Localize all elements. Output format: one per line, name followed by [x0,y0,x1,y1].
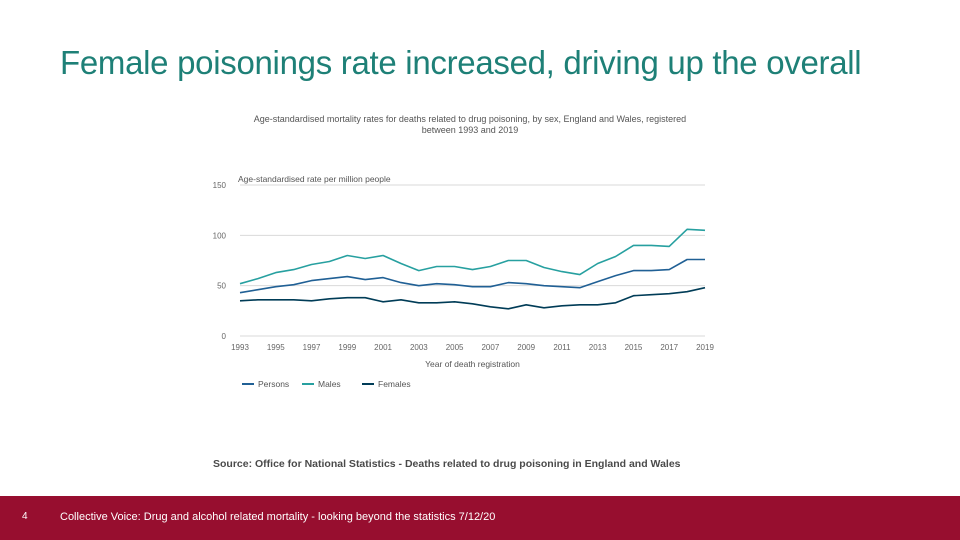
slide-title: Female poisonings rate increased, drivin… [60,44,862,81]
chart-title: Age-standardised mortality rates for dea… [253,114,687,135]
x-tick-label: 2007 [481,343,499,352]
footer-text: Collective Voice: Drug and alcohol relat… [60,511,496,523]
x-tick-label: 2015 [625,343,643,352]
x-tick-label: 1993 [231,343,249,352]
y-tick-label: 50 [217,282,226,291]
x-tick-label: 1995 [267,343,285,352]
series-line-persons [239,258,705,294]
x-tick-label: 2011 [553,343,571,352]
x-tick-label: 2005 [446,343,464,352]
x-tick-label: 2003 [410,343,428,352]
legend-label-females: Females [378,379,411,389]
series-line-females [239,286,706,310]
x-tick-label: 2017 [660,343,678,352]
legend-label-persons: Persons [258,379,289,389]
legend-label-males: Males [318,379,341,389]
y-tick-label: 0 [222,332,227,341]
x-tick-label: 2019 [696,343,714,352]
footer-bar: 4 Collective Voice: Drug and alcohol rel… [0,496,960,540]
chart-container: Age-standardised mortality rates for dea… [200,108,720,398]
line-chart: 0 50 100 150 Age-standardised rate per milli… [213,174,715,389]
x-tick-label: 2009 [517,343,535,352]
x-tick-label: 1999 [338,343,356,352]
page-number: 4 [22,511,28,522]
source-note: Source: Office for National Statistics -… [213,458,681,470]
series-line-males [239,228,706,285]
y-tick-label: 150 [213,181,227,190]
x-tick-label: 2013 [589,343,607,352]
x-axis-label: Year of death registration [425,359,520,369]
y-tick-label: 100 [213,231,227,240]
x-tick-label: 1997 [303,343,321,352]
x-tick-label: 2001 [374,343,392,352]
y-axis-label: Age-standardised rate per million people [238,174,391,184]
